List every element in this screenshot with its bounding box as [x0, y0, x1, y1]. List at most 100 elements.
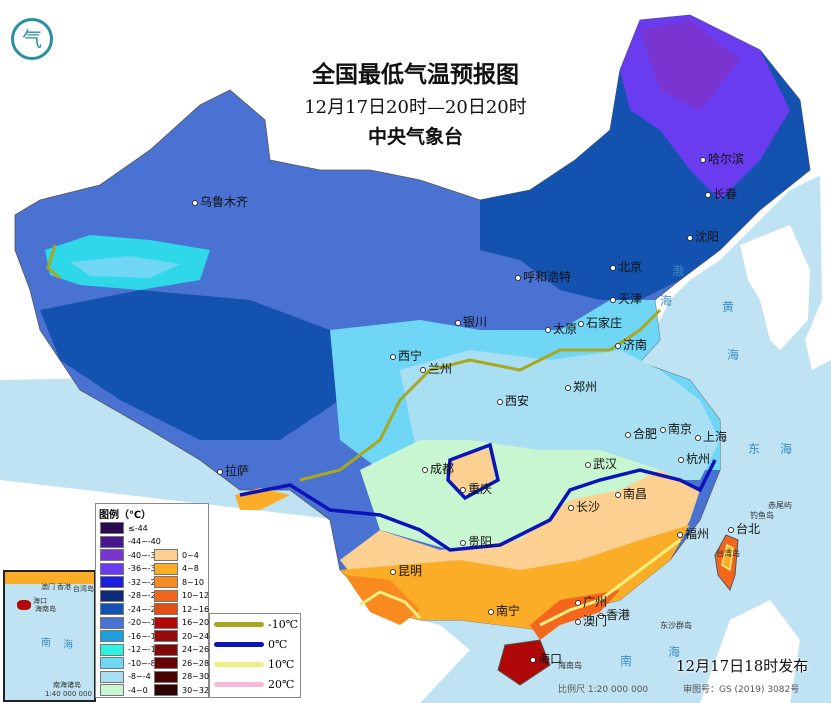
legend-swatch	[154, 562, 178, 575]
isotherm-legend: -10℃ 0℃ 10℃ 20℃	[209, 613, 301, 698]
legend-swatch	[154, 657, 178, 669]
isotherm-label: 10℃	[268, 658, 295, 671]
legend-swatch	[154, 684, 178, 696]
city-label: 台北	[728, 520, 760, 537]
legend-label: 28~30	[182, 672, 210, 681]
legend-label: -32~-28	[128, 577, 161, 587]
legend-item: 30~32	[154, 684, 209, 696]
legend-label: 24~26	[182, 645, 210, 654]
legend-label: -28~-24	[128, 591, 161, 600]
legend-swatch	[100, 684, 124, 696]
map-title: 全国最低气温预报图	[312, 61, 519, 88]
legend-label: 10~12	[182, 591, 210, 600]
city-label: 天津	[610, 290, 642, 307]
isotherm-legend-item: -10℃	[214, 618, 298, 631]
city-label: 贵阳	[460, 533, 492, 550]
legend-item: 8~10	[154, 576, 204, 588]
legend-swatch	[100, 630, 124, 642]
isotherm-legend-item: 0℃	[214, 638, 287, 651]
city-label: 南昌	[615, 485, 647, 502]
isotherm-swatch	[214, 622, 264, 627]
legend-swatch	[154, 549, 178, 561]
inset-hainan	[17, 600, 31, 610]
legend-swatch	[100, 562, 124, 575]
sea-label: 渤	[672, 264, 685, 278]
isotherm-minus10-west	[46, 244, 61, 280]
legend-item: 20~24	[154, 630, 209, 642]
city-label: 西宁	[390, 347, 422, 364]
inset-label: 南海诸岛	[53, 681, 81, 689]
city-label: 上海	[695, 428, 727, 445]
legend-swatch	[154, 670, 178, 683]
city-label: 石家庄	[578, 314, 622, 331]
city-label: 西安	[497, 392, 529, 409]
island-label: 钓鱼岛	[750, 511, 774, 520]
isotherm-swatch	[214, 662, 264, 667]
legend-item: 0~4	[154, 549, 199, 561]
issue-time: 12月17日18时发布	[676, 657, 809, 675]
city-label: 合肥	[625, 425, 657, 442]
legend-label: -24~-20	[128, 604, 161, 614]
sea-label: 黄	[722, 300, 735, 314]
legend-label: 16~20	[182, 618, 210, 627]
legend-label: 20~24	[182, 631, 210, 641]
inset-scale: 1:40 000 000	[45, 690, 92, 698]
city-label: 拉萨	[217, 462, 249, 479]
city-label: 郑州	[565, 378, 597, 395]
isotherm-10	[359, 590, 422, 620]
legend-item: -4~0	[100, 684, 148, 696]
inset-label: 澳门	[41, 583, 55, 591]
legend-swatch	[154, 576, 178, 588]
legend-item: -20~-16	[100, 616, 161, 629]
sea-label: 海	[727, 348, 740, 362]
legend-label: -36~-32	[128, 564, 161, 573]
legend-label: 0~4	[182, 550, 199, 560]
sea-label: 东	[748, 442, 761, 456]
legend-swatch	[100, 549, 124, 561]
legend-label: 26~28	[182, 658, 210, 668]
legend-swatch	[154, 616, 178, 629]
city-label: 香港	[598, 606, 630, 623]
japan	[805, 160, 831, 370]
legend-item: -32~-28	[100, 576, 161, 588]
city-label: 福州	[677, 525, 709, 542]
inset-label: 香港	[57, 583, 71, 591]
city-label: 银川	[455, 313, 487, 330]
legend-item: -36~-32	[100, 562, 161, 575]
approval-number: 审图号：GS (2019) 3082号	[683, 685, 800, 695]
city-label: 南宁	[488, 602, 520, 619]
city-label: 沈阳	[687, 228, 719, 245]
philippines	[700, 600, 800, 703]
city-label: 杭州	[678, 450, 710, 467]
legend-item: 26~28	[154, 657, 209, 669]
city-label: 北京	[610, 258, 642, 275]
island-label: 东沙群岛	[660, 621, 692, 630]
legend-label: -4~0	[128, 685, 148, 695]
island-label: 赤尾屿	[768, 501, 792, 510]
forecast-period: 12月17日20时—20日20时	[304, 97, 527, 118]
cma-logo-icon: 气	[11, 18, 53, 60]
isotherm-legend-item: 10℃	[214, 658, 294, 671]
city-label: 武汉	[585, 455, 617, 472]
city-label: 兰州	[420, 360, 452, 377]
legend-swatch	[100, 616, 124, 629]
city-label: 南京	[660, 420, 692, 437]
legend-item: -44~-40	[100, 535, 161, 548]
isotherm-swatch	[214, 642, 264, 647]
sea-label: 海	[668, 645, 681, 659]
legend-item: -28~-24	[100, 589, 161, 602]
legend-label: -8~-4	[128, 672, 151, 681]
legend-label: 12~16	[182, 604, 210, 614]
legend-swatch	[100, 522, 124, 534]
legend-swatch	[154, 603, 178, 615]
yunnan-orange	[345, 575, 420, 625]
legend-label: 30~32	[182, 685, 210, 695]
isotherm-label: -10℃	[268, 618, 299, 631]
legend-item: 16~20	[154, 616, 210, 629]
legend-item: -40~-36	[100, 549, 161, 561]
legend-item: 12~16	[154, 603, 209, 615]
legend-label: -44~-40	[128, 537, 161, 546]
legend-item: 28~30	[154, 670, 210, 683]
inset-sea-label: 南	[41, 638, 51, 649]
legend-label: -40~-36	[128, 550, 161, 560]
